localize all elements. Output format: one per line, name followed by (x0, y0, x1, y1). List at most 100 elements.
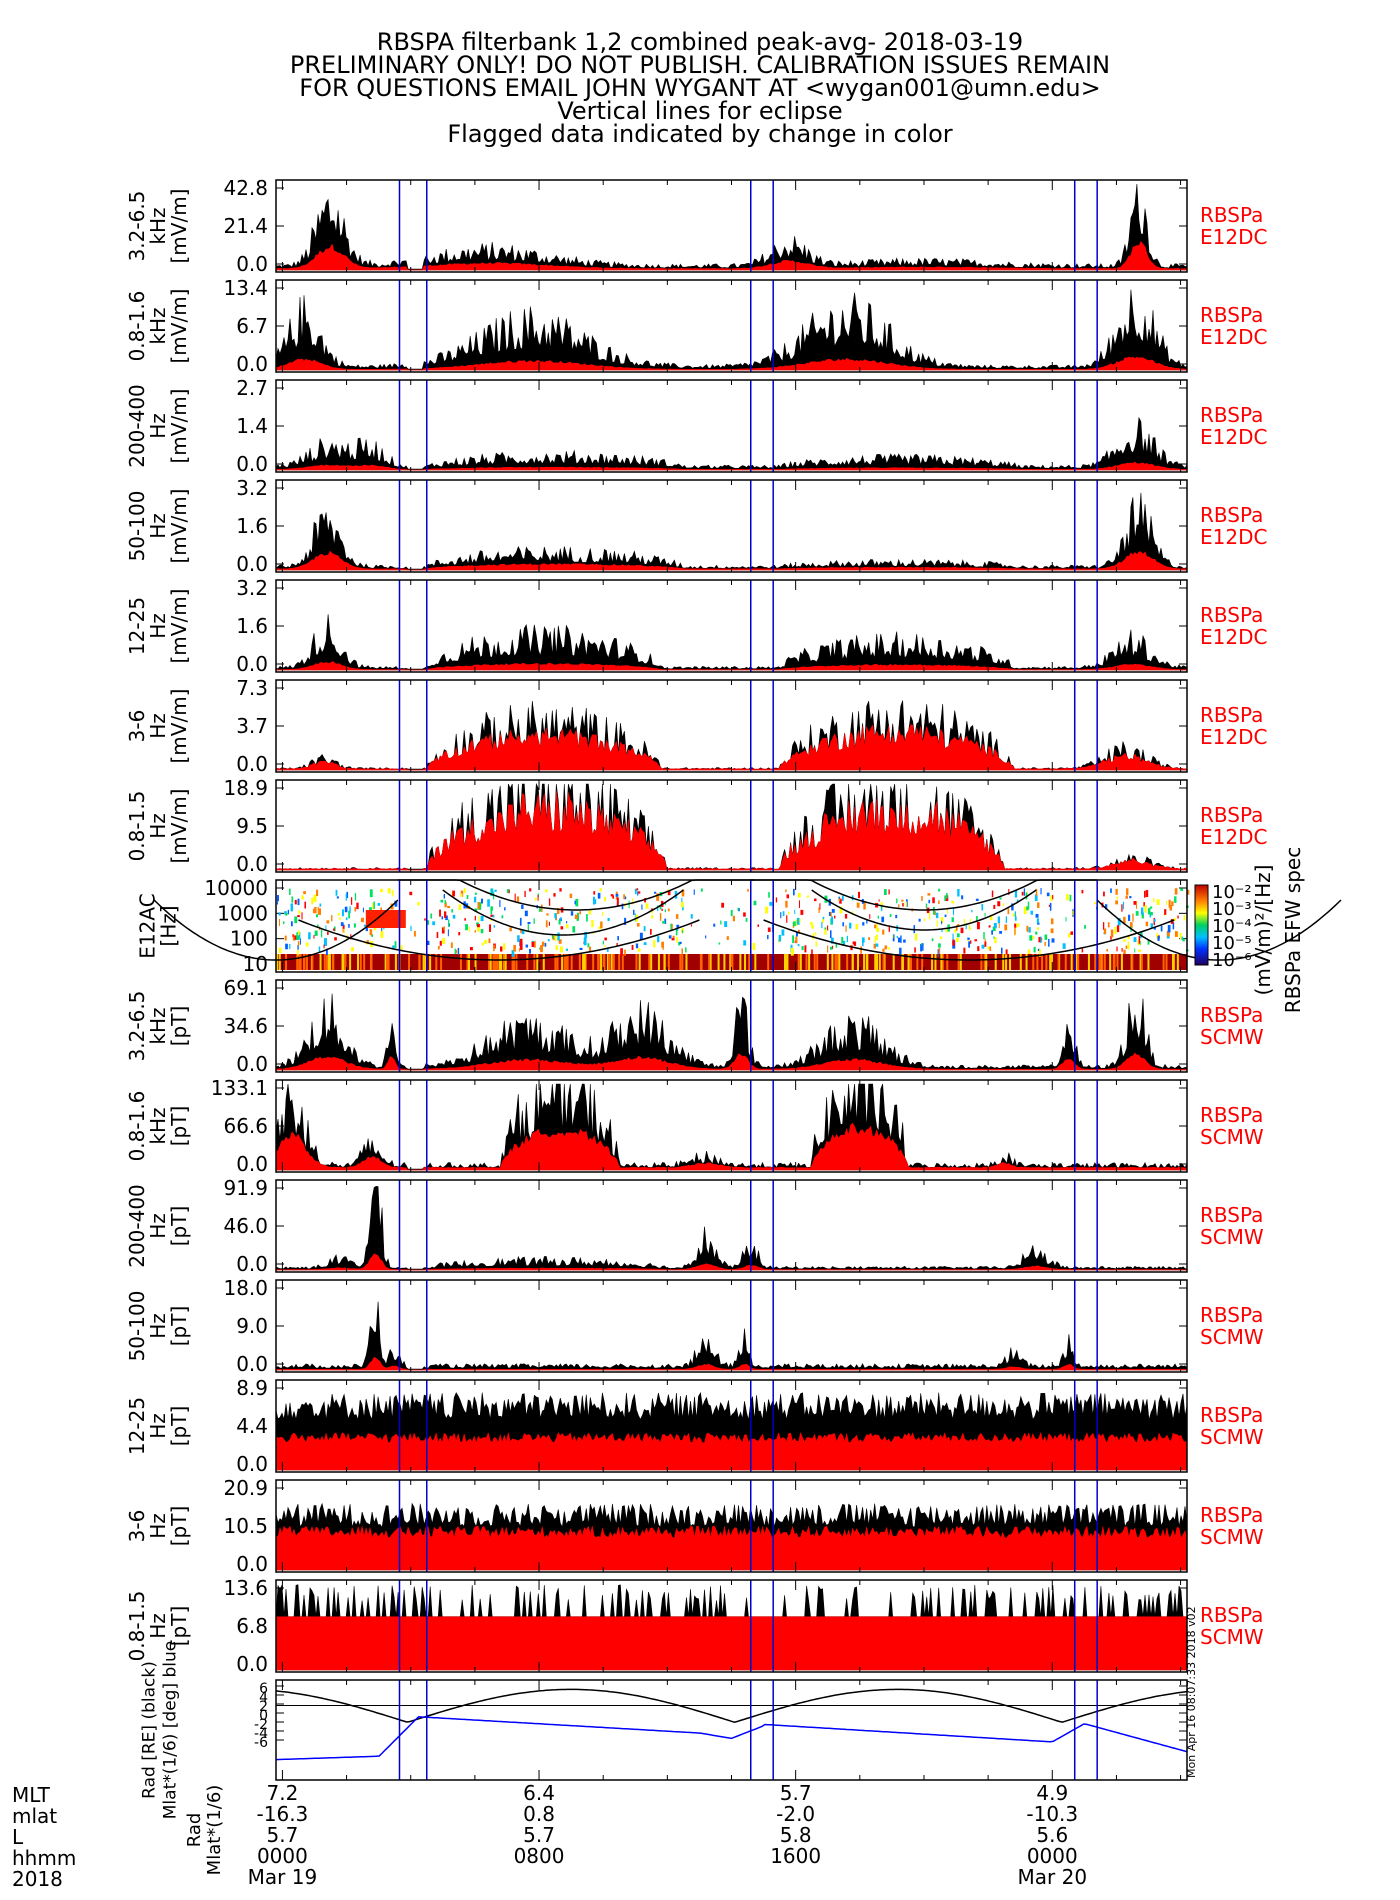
spectrogram-cell (598, 926, 601, 930)
spectrogram-cell (305, 942, 309, 947)
spectrogram-cell (584, 931, 588, 939)
spectrogram-cell (417, 901, 420, 906)
spectrogram-cell (782, 911, 785, 917)
spectrogram-cell (900, 935, 902, 943)
spectrogram-cell (1023, 906, 1027, 915)
spectrogram-cell (469, 946, 473, 951)
spectrogram-cell (1115, 888, 1118, 895)
spectrogram-cell (918, 918, 921, 922)
spectrogram-cell (285, 913, 288, 916)
panel-13-ylabel-line: Hz (146, 1413, 170, 1439)
spectrogram-cell (339, 917, 342, 920)
spectrogram-cell (1116, 946, 1118, 952)
spectrogram-cell (1000, 947, 1003, 954)
spectrogram-band-stripe (1165, 954, 1168, 970)
spectrogram-cell (1173, 918, 1177, 921)
spectrogram-cell (474, 915, 476, 921)
title-line-4: Vertical lines for eclipse (557, 97, 843, 125)
spectrogram-cell (557, 932, 560, 941)
spectrogram-cell (798, 900, 801, 908)
spectrogram-cell (579, 947, 583, 950)
spectrogram-band-stripe (570, 954, 573, 970)
spectrogram-cell (795, 936, 798, 943)
spectrogram-cell (490, 906, 493, 911)
spectrogram-cell (278, 947, 282, 954)
mlat-trace (275, 1716, 1188, 1761)
spectrogram-cell (842, 922, 845, 927)
spectrogram-cell (327, 931, 329, 935)
spectrogram-cell (1134, 948, 1136, 953)
spectrogram-cell (360, 917, 364, 923)
spectrogram-cell (1174, 888, 1178, 895)
spectrogram-cell (334, 937, 337, 941)
spectrogram-cell (602, 940, 604, 945)
spectrogram-cell (565, 948, 568, 951)
spectrogram-band-stripe (331, 954, 334, 970)
spectrogram-band-stripe (957, 954, 960, 970)
spectrogram-cell (787, 911, 790, 915)
spectrogram-cell (952, 933, 954, 941)
spectrogram-band-stripe (916, 954, 919, 970)
spectrogram-cell (892, 935, 894, 938)
spectrogram-cell (600, 921, 603, 929)
spectrogram-band-stripe (592, 954, 595, 970)
spectrogram-cell (963, 947, 966, 954)
spectrogram-cell (792, 935, 795, 943)
spectrogram-cell (659, 904, 662, 910)
spectrogram-cell (316, 924, 319, 928)
spectrogram-band-stripe (298, 954, 301, 970)
panel-8-ytick: 1000 (217, 901, 268, 925)
panel-9-ytick: 69.1 (223, 976, 268, 1000)
title-line-5: Flagged data indicated by change in colo… (447, 120, 953, 148)
spectrogram-cell (945, 929, 948, 933)
spectrogram-band-stripe (731, 954, 734, 970)
spectrogram-cell (785, 889, 787, 893)
spectrogram-cell (1023, 888, 1025, 896)
spectrogram-cell (1121, 904, 1123, 912)
spectrogram-cell (810, 921, 813, 926)
spectrogram-cell (631, 945, 634, 950)
spectrogram-band-stripe (489, 954, 492, 970)
spectrogram-cell (345, 893, 347, 901)
spectrogram-band-stripe (305, 954, 308, 970)
spectrogram-cell (452, 914, 456, 919)
spectrogram-cell (726, 936, 729, 940)
footer-label-hhmm: hhmm (12, 1846, 77, 1870)
panel-8-ylabel-line: E12AC (136, 893, 160, 958)
footer-value: 6.4 (523, 1781, 555, 1805)
spectrogram-cell (967, 937, 970, 940)
spectrogram-band-stripe (495, 954, 498, 970)
spectrogram-cell (297, 944, 299, 950)
spectrogram-cell (1167, 924, 1171, 933)
spectrogram-cell (474, 908, 478, 913)
panel-1-ylabel-line: 3.2-6.5 (125, 191, 149, 262)
spectrogram-cell (1123, 949, 1126, 955)
footer-value: -10.3 (1026, 1802, 1078, 1826)
spectrogram-cell (898, 904, 900, 908)
spectrogram-cell (1122, 901, 1125, 910)
spectrogram-cell (1035, 888, 1038, 896)
spectrogram-cell (897, 937, 901, 943)
spectrogram-band-stripe (838, 954, 841, 970)
panel-8-ytick: 100 (230, 927, 268, 951)
spectrogram-cell (795, 931, 798, 937)
spectrogram-cell (525, 944, 529, 948)
footer-label-mlat: mlat (12, 1804, 58, 1828)
spectrogram-cell (745, 917, 748, 922)
spectrogram-cell (509, 927, 512, 932)
spectrogram-cell (765, 906, 769, 914)
spectrogram-cell (811, 949, 813, 954)
spectrogram-cell (508, 889, 510, 894)
spectrogram-band-stripe (874, 954, 877, 970)
colorbar-tick: 10⁻² (1212, 882, 1252, 903)
spectrogram-cell (672, 935, 675, 940)
spectrogram-cell (690, 914, 693, 919)
spectrogram-cell (1179, 932, 1182, 940)
spectrogram-cell (882, 948, 885, 952)
spectrogram-cell (311, 897, 314, 905)
spectrogram-cell (1014, 889, 1018, 898)
